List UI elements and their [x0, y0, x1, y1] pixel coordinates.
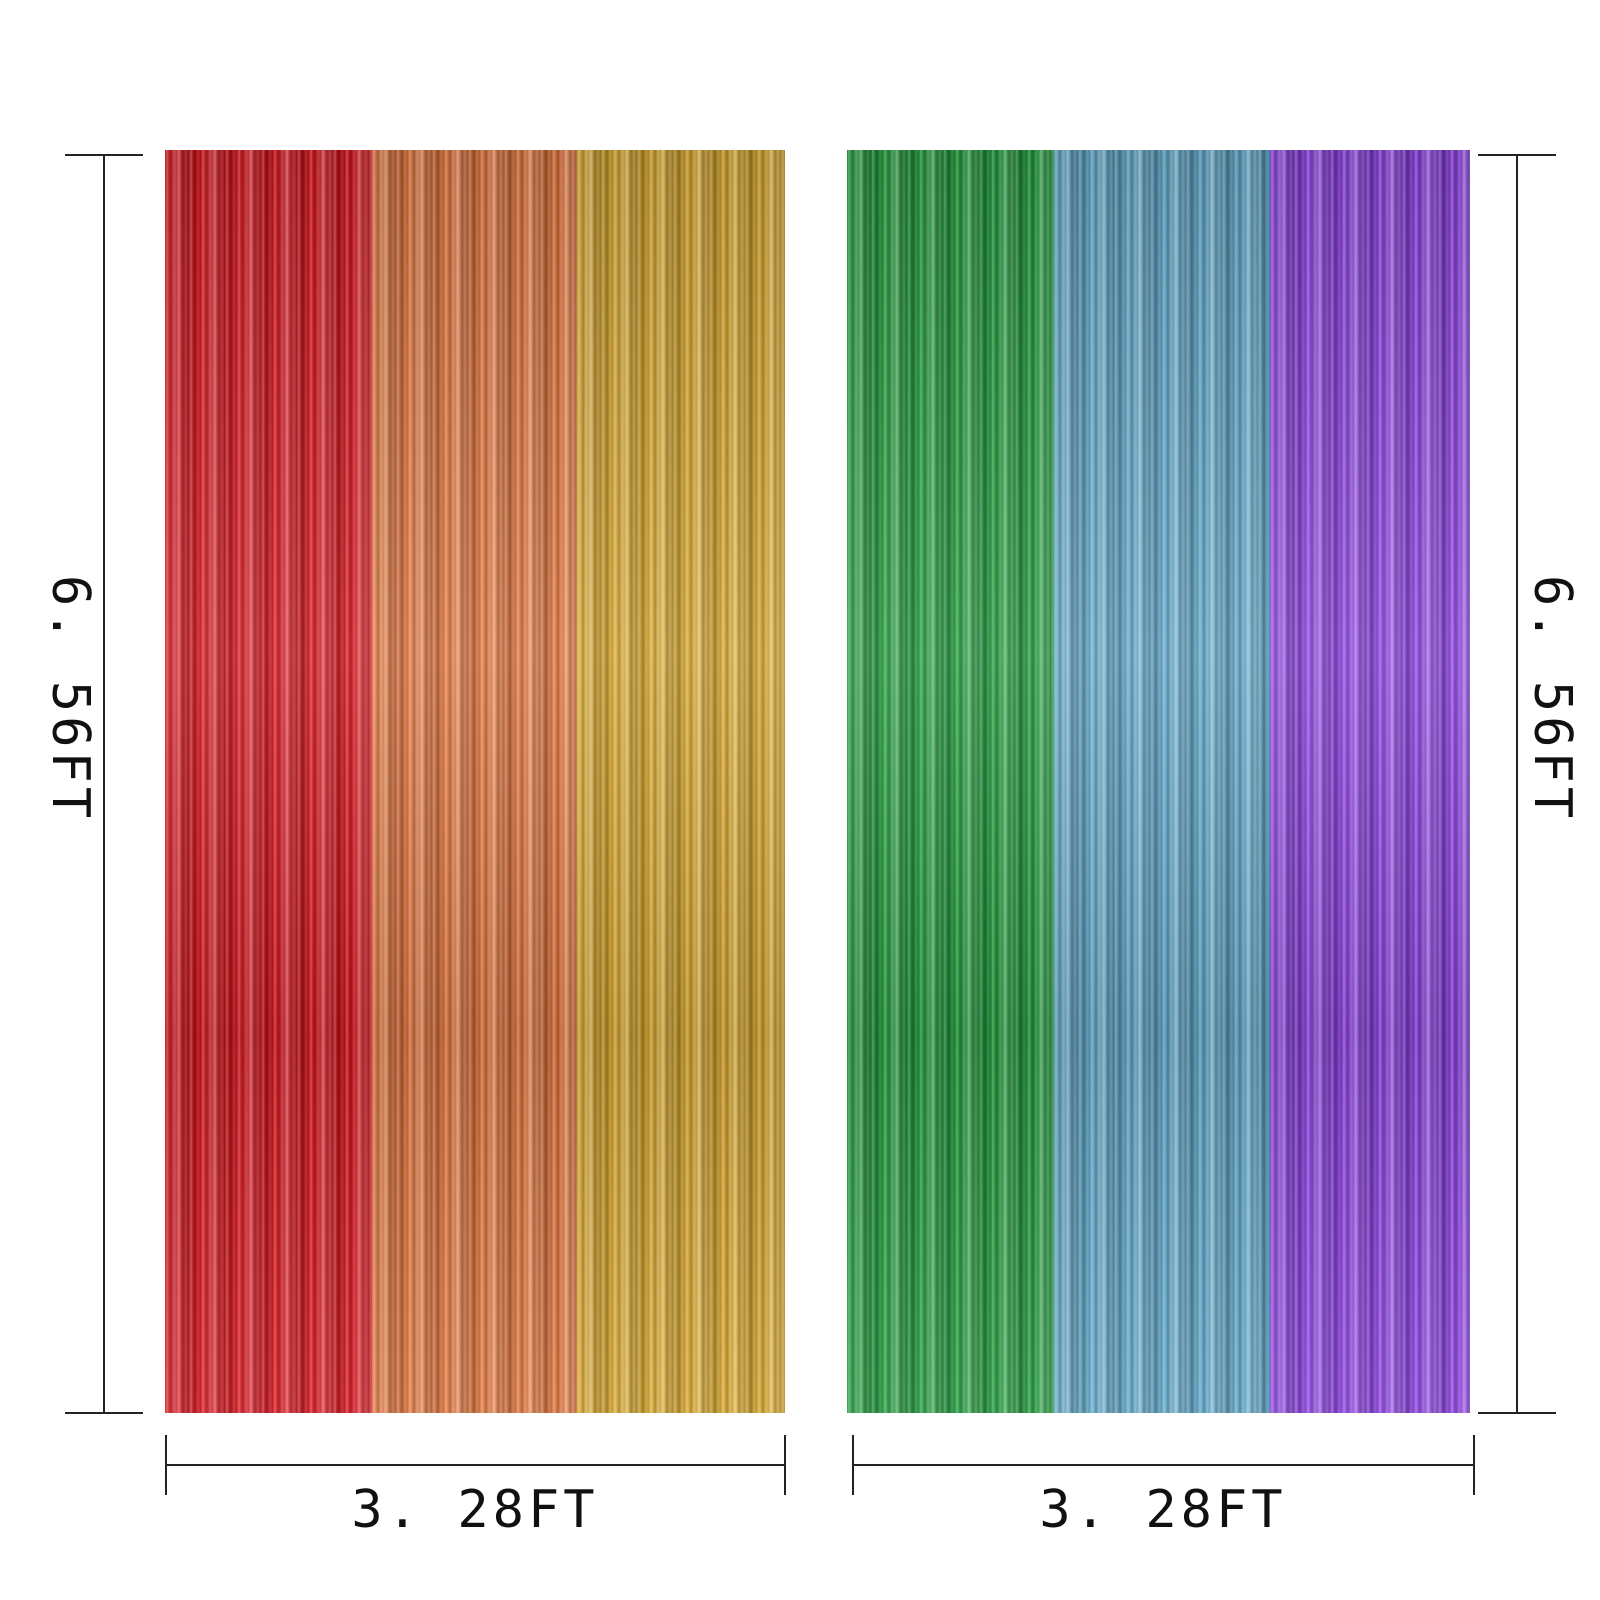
curtain-panel-left — [165, 150, 785, 1413]
height-label-right: 6. 56FT — [1522, 575, 1582, 823]
width-line-left — [165, 1464, 785, 1466]
curtain-panel-right — [847, 150, 1470, 1413]
dimension-tick-bottom-right — [1478, 1412, 1556, 1414]
width-label-right: 3. 28FT — [1039, 1480, 1287, 1540]
blue-fringe-strip — [1054, 150, 1270, 1413]
dimension-line-left — [103, 154, 105, 1414]
dimension-tick-bottom-left — [65, 1412, 143, 1414]
width-tick-left-end — [784, 1435, 786, 1495]
width-line-right — [852, 1464, 1474, 1466]
height-label-left: 6. 56FT — [40, 575, 100, 823]
orange-fringe-strip — [372, 150, 577, 1413]
red-fringe-strip — [165, 150, 372, 1413]
gold-fringe-strip — [577, 150, 785, 1413]
green-fringe-strip — [847, 150, 1054, 1413]
width-label-left: 3. 28FT — [351, 1480, 599, 1540]
width-tick-right-end — [1473, 1435, 1475, 1495]
dimension-line-right — [1516, 154, 1518, 1414]
purple-fringe-strip — [1270, 150, 1470, 1413]
